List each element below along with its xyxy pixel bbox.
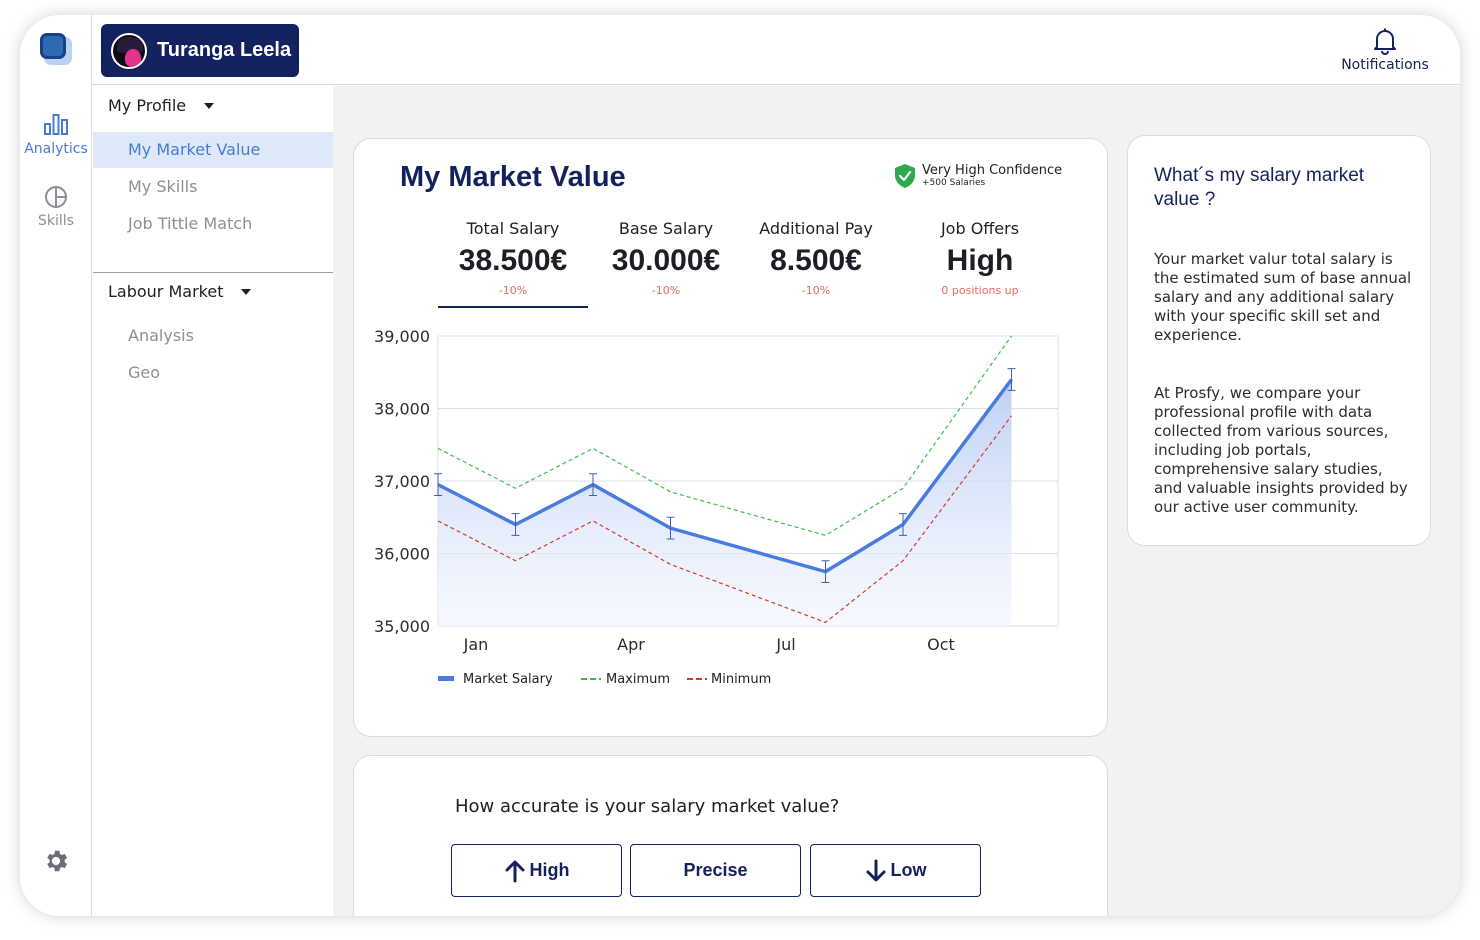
top-header: Turanga Leela Notifications [92,15,1460,85]
accuracy-high-button[interactable]: High [451,844,622,897]
arrow-up-icon [505,860,524,882]
accuracy-precise-button[interactable]: Precise [630,844,801,897]
bar-chart-icon [44,114,68,135]
app-window: Analytics Skills Turanga Leela [20,15,1460,916]
gear-icon[interactable] [42,847,70,875]
confidence-badge: Very High Confidence +500 Salaries [894,163,1062,189]
accuracy-low-button[interactable]: Low [810,844,981,897]
kpi-total-salary[interactable]: Total Salary 38.500€ -10% [438,219,588,297]
my-profile-dropdown[interactable]: My Profile [108,96,215,115]
rail-analytics-label: Analytics [24,141,88,157]
salary-line-chart: 35,000 36,000 37,000 38,000 39,000 Jan Apr Jul O… [374,327,1059,687]
y-tick-label: 37,000 [374,472,430,491]
rail-skills-label: Skills [38,213,74,229]
legend-label-market-salary: Market Salary [463,672,553,687]
info-title: What´s my salary market value ? [1154,165,1365,210]
confidence-count: +500 Salaries [922,178,986,188]
labour-market-dropdown[interactable]: Labour Market [108,282,252,301]
my-profile-title: My Profile [108,96,187,115]
kpi-value: 38.500€ [458,244,568,277]
kpi-delta: -10% [651,284,681,297]
page-title: My Market Value [400,161,626,193]
market-value-card: My Market Value Very High Confidence +50… [353,138,1108,737]
market-salary-area [438,379,1012,626]
confidence-label: Very High Confidence [922,163,1063,178]
kpi-label: Job Offers [940,219,1020,238]
x-tick-label: Apr [617,635,645,654]
maximum-line [437,335,1012,537]
kpi-value: 8.500€ [770,244,862,277]
shield-check-icon [895,164,915,188]
kpi-label: Total Salary [466,219,560,238]
nav-divider [93,272,333,273]
legend-swatch-market-salary [438,676,454,681]
app-logo-icon[interactable] [40,33,72,65]
y-tick-label: 36,000 [374,545,430,564]
x-tick-label: Oct [927,635,955,654]
pie-chart-icon [45,186,67,208]
kpi-value: 30.000€ [611,244,721,277]
kpi-label: Additional Pay [759,219,873,238]
y-tick-label: 35,000 [374,617,430,636]
kpi-value: High [946,244,1014,277]
x-tick-label: Jul [775,635,795,654]
accuracy-high-label: High [529,860,570,880]
info-paragraph-2: At Prosfy, we compare your professional … [1154,384,1408,516]
notifications-button[interactable]: Notifications [1340,27,1430,73]
kpi-base-salary[interactable]: Base Salary 30.000€ -10% [591,219,741,297]
kpi-delta: 0 positions up [941,284,1019,297]
legend-label-maximum: Maximum [606,672,670,687]
caret-down-icon [241,288,252,295]
avatar [111,32,147,69]
nav-item-analysis[interactable]: Analysis [128,326,194,345]
nav-item-job-title-match[interactable]: Job Tittle Match [128,214,253,233]
y-tick-label: 38,000 [374,400,430,419]
notifications-label: Notifications [1341,57,1429,73]
user-name: Turanga Leela [157,39,292,61]
y-tick-label: 39,000 [374,327,430,346]
kpi-job-offers[interactable]: Job Offers High 0 positions up [905,219,1055,297]
kpi-label: Base Salary [618,219,714,238]
accuracy-low-label: Low [890,860,927,880]
rail-item-skills[interactable]: Skills [20,185,92,229]
kpi-delta: -10% [801,284,831,297]
secondary-nav: My Profile My Market Value My Skills Job… [93,86,333,916]
kpi-additional-pay[interactable]: Additional Pay 8.500€ -10% [741,219,891,297]
minimum-line [437,415,1012,624]
active-kpi-underline [438,306,588,308]
icon-rail: Analytics Skills [20,15,92,916]
nav-item-my-skills[interactable]: My Skills [128,177,198,196]
labour-market-title: Labour Market [108,282,224,301]
arrow-down-icon [866,859,885,881]
info-paragraph-1: Your market valur total salary is the es… [1154,250,1412,344]
x-tick-label: Jan [463,635,489,654]
accuracy-question: How accurate is your salary market value… [455,796,840,817]
kpi-delta: -10% [498,284,528,297]
bell-icon [1374,28,1396,55]
nav-item-geo[interactable]: Geo [128,363,161,382]
rail-item-analytics[interactable]: Analytics [20,113,92,157]
main-content: My Market Value Very High Confidence +50… [333,86,1460,916]
info-card: What´s my salary market value ? Your mar… [1127,135,1431,546]
caret-down-icon [204,102,215,109]
nav-item-my-market-value[interactable]: My Market Value [93,132,333,168]
accuracy-precise-label: Precise [683,860,748,880]
accuracy-card: How accurate is your salary market value… [353,755,1108,916]
user-profile-button[interactable]: Turanga Leela [101,24,299,77]
legend-label-minimum: Minimum [711,672,771,687]
